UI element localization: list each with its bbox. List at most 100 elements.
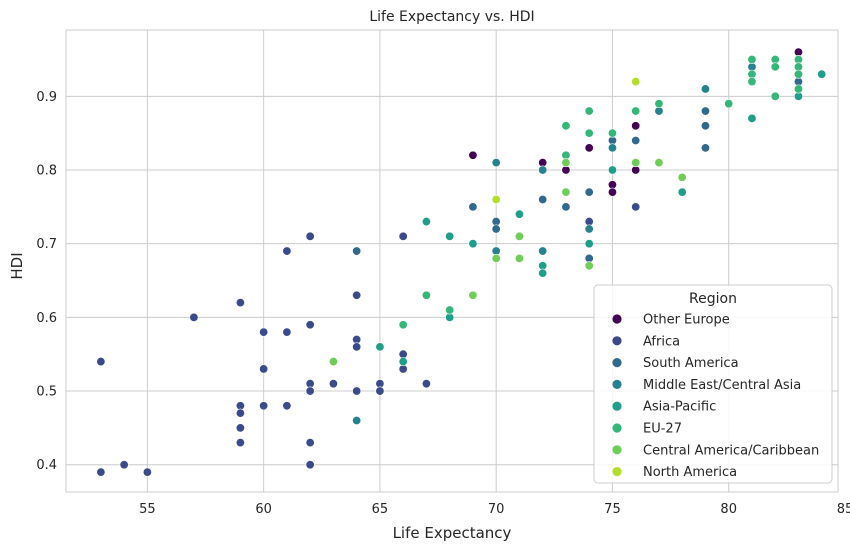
data-point xyxy=(421,217,431,227)
data-point xyxy=(375,386,385,396)
data-point xyxy=(514,209,524,219)
data-point xyxy=(259,327,269,337)
y-tick-label: 0.8 xyxy=(36,164,57,179)
y-tick-label: 0.9 xyxy=(36,90,57,105)
data-point xyxy=(375,342,385,352)
data-point xyxy=(561,202,571,212)
data-point xyxy=(468,290,478,300)
data-point xyxy=(817,69,827,79)
data-point xyxy=(561,187,571,197)
data-point xyxy=(352,386,362,396)
data-point xyxy=(770,91,780,101)
data-point xyxy=(398,231,408,241)
data-point xyxy=(747,77,757,87)
data-point xyxy=(607,187,617,197)
legend-label: Asia-Pacific xyxy=(643,400,716,415)
data-point xyxy=(654,99,664,109)
data-point xyxy=(584,143,594,153)
data-point xyxy=(631,158,641,168)
chart-title: Life Expectancy vs. HDI xyxy=(369,9,534,25)
legend-label: Africa xyxy=(643,334,680,349)
data-point xyxy=(352,416,362,426)
data-point xyxy=(607,128,617,138)
data-point xyxy=(491,224,501,234)
legend-label: North America xyxy=(643,465,737,480)
legend-marker xyxy=(612,423,622,433)
data-point xyxy=(235,298,245,308)
data-point xyxy=(631,106,641,116)
data-point xyxy=(445,305,455,315)
legend-marker xyxy=(612,314,622,324)
x-tick-label: 80 xyxy=(720,502,737,517)
data-point xyxy=(538,165,548,175)
data-point xyxy=(677,187,687,197)
y-tick-label: 0.7 xyxy=(36,237,57,252)
data-point xyxy=(700,121,710,131)
data-point xyxy=(142,467,152,477)
x-tick-label: 65 xyxy=(372,502,389,517)
data-point xyxy=(259,364,269,374)
data-point xyxy=(352,290,362,300)
data-point xyxy=(631,136,641,146)
data-point xyxy=(235,423,245,433)
data-point xyxy=(700,106,710,116)
data-point xyxy=(421,290,431,300)
legend-label: EU-27 xyxy=(643,422,682,437)
data-point xyxy=(631,77,641,87)
legend-title: Region xyxy=(689,291,737,307)
data-point xyxy=(491,253,501,263)
data-point xyxy=(305,438,315,448)
data-point xyxy=(584,261,594,271)
data-point xyxy=(538,268,548,278)
data-point xyxy=(398,357,408,367)
data-point xyxy=(445,231,455,241)
y-tick-label: 0.4 xyxy=(36,458,57,473)
data-point xyxy=(235,438,245,448)
data-point xyxy=(677,172,687,182)
data-point xyxy=(189,312,199,322)
legend-marker xyxy=(612,467,622,477)
data-point xyxy=(259,401,269,411)
data-point xyxy=(328,379,338,389)
data-point xyxy=(700,143,710,153)
data-point xyxy=(282,327,292,337)
legend-label: Middle East/Central Asia xyxy=(643,378,801,393)
data-point xyxy=(538,246,548,256)
data-point xyxy=(514,231,524,241)
legend-marker xyxy=(612,401,622,411)
data-point xyxy=(235,408,245,418)
data-point xyxy=(584,239,594,249)
data-point xyxy=(747,54,757,64)
legend-marker xyxy=(612,445,622,455)
data-points xyxy=(96,47,827,477)
data-point xyxy=(468,202,478,212)
legend-marker xyxy=(612,358,622,368)
data-point xyxy=(584,128,594,138)
data-point xyxy=(305,386,315,396)
data-point xyxy=(96,357,106,367)
x-tick-label: 85 xyxy=(837,502,850,517)
legend-label: Other Europe xyxy=(643,313,730,328)
data-point xyxy=(468,239,478,249)
data-point xyxy=(631,121,641,131)
data-point xyxy=(584,106,594,116)
data-point xyxy=(421,379,431,389)
data-point xyxy=(305,231,315,241)
data-point xyxy=(328,357,338,367)
data-point xyxy=(491,194,501,204)
data-point xyxy=(631,202,641,212)
legend: Region Other Europe Africa South America Mi… xyxy=(593,284,833,484)
data-point xyxy=(538,194,548,204)
legend-marker xyxy=(612,379,622,389)
plot-area xyxy=(65,29,839,493)
data-point xyxy=(584,187,594,197)
tick-labels: 55 60 65 70 75 80 85 0.4 0.5 0.6 0.7 0.8 0.9 xyxy=(36,90,850,517)
y-tick-label: 0.6 xyxy=(36,311,57,326)
data-point xyxy=(352,246,362,256)
legend-label: Central America/Caribbean xyxy=(643,443,819,458)
data-point xyxy=(607,165,617,175)
data-point xyxy=(770,62,780,72)
y-axis-label: HDI xyxy=(8,252,26,279)
x-tick-label: 70 xyxy=(488,502,505,517)
